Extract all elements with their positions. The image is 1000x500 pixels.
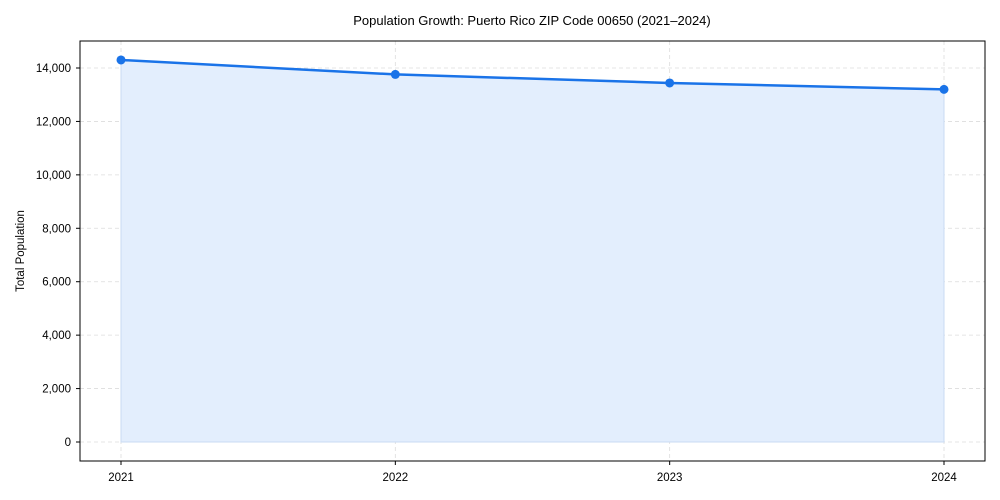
y-tick-label: 12,000 (36, 116, 71, 128)
x-tick-label: 2024 (931, 472, 957, 484)
data-point-marker (939, 84, 949, 94)
series-line (120, 58, 945, 91)
x-tick-label: 2023 (657, 472, 683, 484)
chart-title: Population Growth: Puerto Rico ZIP Code … (353, 13, 711, 28)
y-tick-label: 2,000 (42, 384, 71, 396)
y-tick-label: 6,000 (42, 277, 71, 289)
x-axis: 2021 2022 2023 2024 (108, 461, 957, 484)
x-tick-label: 2022 (383, 472, 409, 484)
data-point-marker (390, 69, 400, 79)
y-tick-label: 0 (65, 437, 71, 449)
data-point-marker (665, 78, 675, 88)
y-tick-label: 14,000 (36, 63, 71, 75)
y-tick-label: 10,000 (36, 170, 71, 182)
data-point-marker (116, 55, 126, 65)
area-fill-path (120, 59, 945, 443)
plot-frame (79, 40, 986, 462)
y-tick-label: 4,000 (42, 330, 71, 342)
y-axis-label: Total Population (15, 210, 27, 292)
y-axis: 0 2,000 4,000 6,000 8,000 10,000 12,000 14,000 (36, 63, 80, 449)
data-points (116, 55, 949, 94)
data-line (120, 58, 945, 91)
area-fill (120, 59, 945, 443)
x-tick-label: 2021 (108, 472, 134, 484)
y-tick-label: 8,000 (42, 223, 71, 235)
